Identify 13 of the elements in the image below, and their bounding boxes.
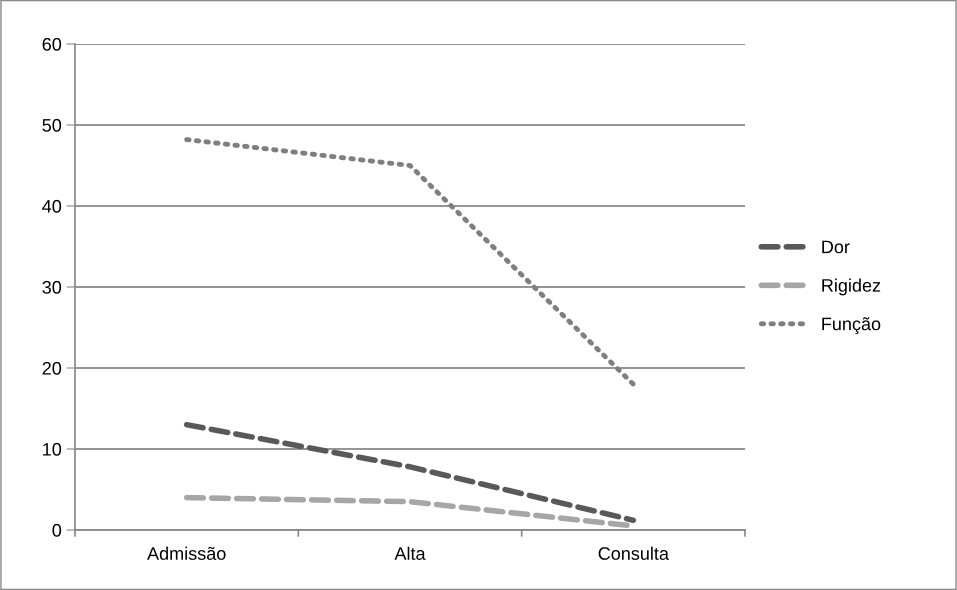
x-tick-label: Alta (394, 546, 426, 560)
y-tick-label: 30 (42, 280, 62, 294)
y-tick-label: 60 (42, 38, 62, 51)
x-tick-label: Consulta (598, 546, 669, 560)
y-tick-label: 50 (42, 118, 62, 132)
y-tick-label: 20 (42, 362, 62, 375)
y-tick-label: 10 (43, 442, 62, 456)
y-tick-label: 0 (52, 524, 62, 537)
legend-label: Dor (822, 240, 850, 254)
y-tick-label: 40 (42, 200, 62, 213)
legend-label: Rigidez (822, 278, 880, 296)
x-tick-label: Admissão (147, 546, 226, 560)
legend-label: Função (822, 317, 880, 334)
